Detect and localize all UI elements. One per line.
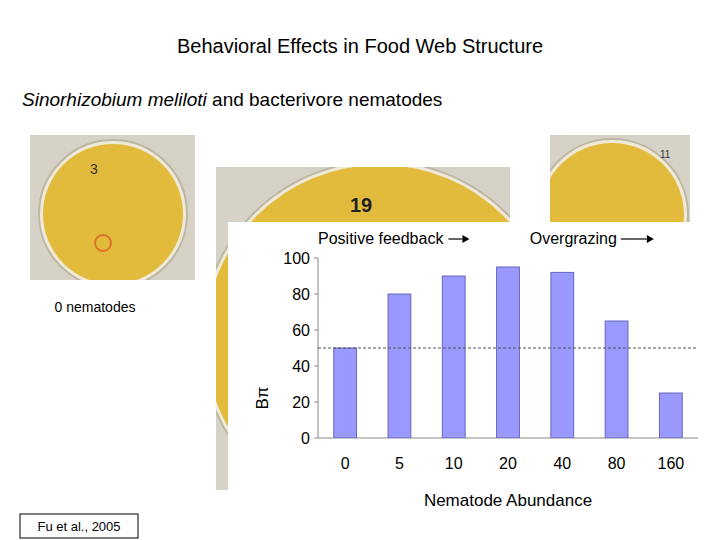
annotation: Overgrazing	[530, 230, 617, 247]
dish-photo	[30, 135, 195, 280]
subtitle: Sinorhizobium meliloti and bacterivore n…	[22, 89, 442, 110]
x-tick-label: 10	[445, 455, 463, 472]
annotation: Positive feedback	[318, 230, 444, 247]
y-tick	[314, 330, 318, 331]
x-tick-label: 40	[553, 455, 571, 472]
x-tick-label: 0	[341, 455, 350, 472]
bar	[497, 267, 520, 438]
dish-rim	[39, 140, 187, 280]
bar	[605, 321, 628, 438]
bar	[442, 276, 465, 438]
subtitle-species: Sinorhizobium meliloti	[22, 89, 208, 110]
x-tick-label: 80	[608, 455, 626, 472]
y-tick-label: 100	[283, 250, 310, 267]
y-tick	[314, 366, 318, 367]
y-tick	[314, 294, 318, 295]
y-tick-label: 60	[292, 322, 310, 339]
bar	[334, 348, 357, 438]
dish-label: 3	[90, 161, 98, 177]
slide: Behavioral Effects in Food Web Structure…	[0, 0, 720, 540]
x-axis-title: Nematode Abundance	[424, 491, 592, 510]
y-tick-label: 0	[301, 430, 310, 447]
slide-title: Behavioral Effects in Food Web Structure	[177, 35, 543, 57]
reference-line	[318, 348, 698, 349]
bar	[659, 393, 682, 438]
citation: Fu et al., 2005	[37, 519, 120, 534]
colony	[95, 235, 111, 251]
chart-panel	[228, 222, 706, 512]
bars	[318, 267, 698, 438]
photo-caption: 0 nematodes	[55, 299, 136, 315]
y-axis-title: Bπ	[253, 386, 272, 409]
arrow	[448, 238, 462, 239]
y-tick-label: 80	[292, 286, 310, 303]
y-tick	[314, 258, 318, 259]
y-tick-label: 40	[292, 358, 310, 375]
y-tick	[314, 402, 318, 403]
arrowhead	[462, 235, 469, 243]
x-tick-label: 20	[499, 455, 517, 472]
arrowhead	[647, 235, 654, 243]
subtitle-rest: and bacterivore nematodes	[207, 89, 443, 110]
background	[0, 0, 720, 540]
x-tick-label: 160	[658, 455, 685, 472]
bar	[388, 294, 411, 438]
citation-box	[20, 514, 138, 538]
dish-label: 19	[350, 194, 372, 216]
dish-label: 11	[660, 149, 671, 160]
y-tick-label: 20	[292, 394, 310, 411]
dish-agar	[43, 144, 183, 280]
y-tick	[314, 438, 318, 439]
bar	[551, 272, 574, 438]
x-tick-label: 5	[395, 455, 404, 472]
arrow	[621, 238, 647, 239]
